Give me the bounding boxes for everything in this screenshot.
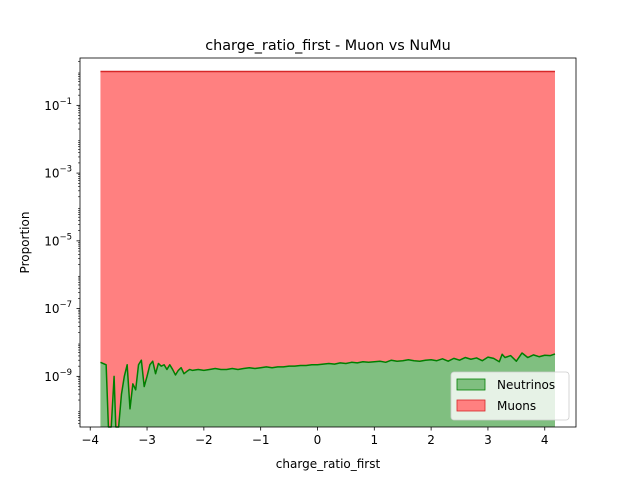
neutrinos-area — [100, 352, 555, 427]
x-tick-label: −4 — [81, 433, 99, 447]
legend-label-neutrinos: Neutrinos — [497, 378, 555, 392]
x-axis: −4 −3 −2 −1 0 1 2 3 4 — [81, 427, 549, 447]
plot-area — [100, 70, 556, 428]
x-tick-label: 2 — [427, 433, 435, 447]
legend-label-muons: Muons — [497, 399, 536, 413]
chart-title: charge_ratio_first - Muon vs NuMu — [205, 38, 451, 54]
x-tick-label: 1 — [370, 433, 378, 447]
legend-swatch-neutrinos — [456, 378, 486, 391]
y-axis-label: Proportion — [18, 212, 32, 274]
x-tick-label: −2 — [195, 433, 213, 447]
y-tick-label: 10−3 — [44, 165, 72, 181]
x-tick-label: 3 — [484, 433, 492, 447]
y-axis: 10−9 10−7 10−5 10−3 10−1 — [44, 60, 80, 425]
legend-swatch-muons — [456, 399, 486, 412]
y-tick-label: 10−5 — [44, 232, 72, 248]
y-tick-label: 10−9 — [44, 368, 72, 384]
neutrinos-line — [100, 352, 556, 428]
x-axis-label: charge_ratio_first — [276, 457, 381, 471]
legend: Neutrinos Muons — [450, 371, 570, 421]
x-tick-label: −3 — [138, 433, 156, 447]
x-tick-label: 4 — [541, 433, 549, 447]
y-tick-label: 10−1 — [44, 97, 72, 113]
x-tick-label: 0 — [314, 433, 322, 447]
muons-area — [100, 71, 555, 427]
x-tick-label: −1 — [252, 433, 270, 447]
y-tick-label: 10−7 — [44, 300, 72, 316]
axes-frame — [79, 57, 577, 428]
